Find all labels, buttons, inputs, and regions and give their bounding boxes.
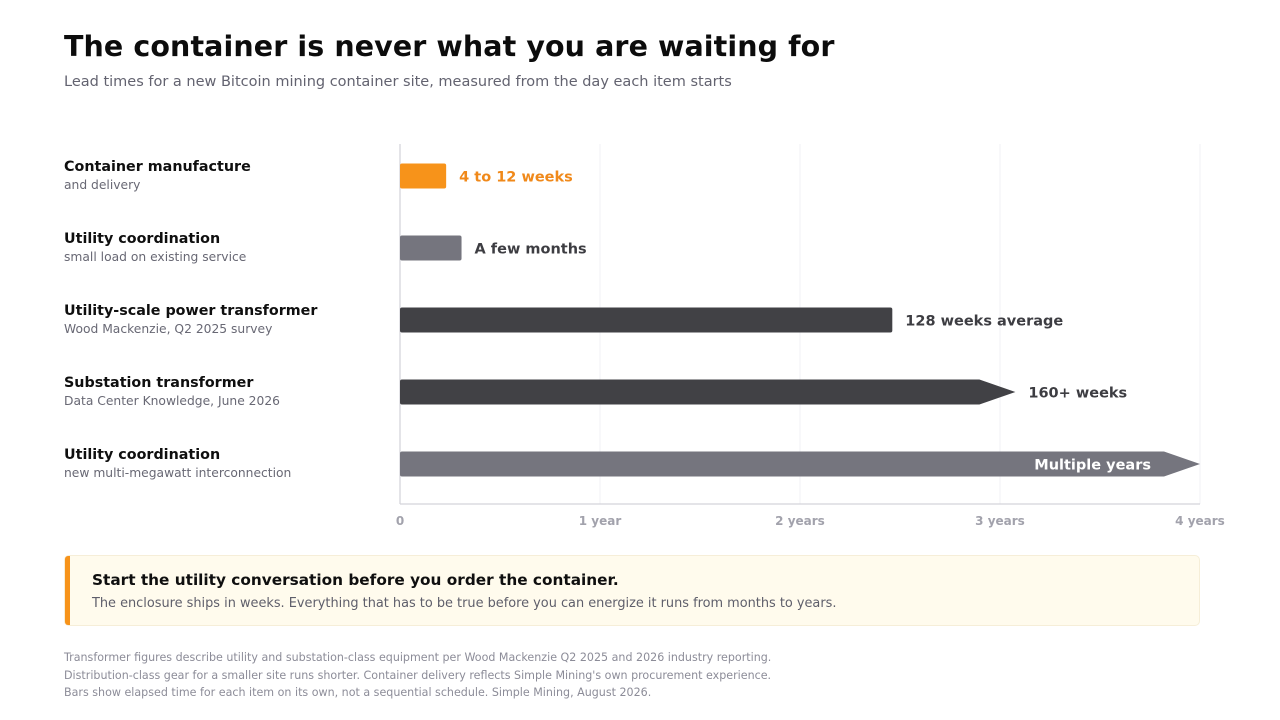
row-label-main: Utility coordination [64,231,221,247]
row-label-main: Container manufacture [64,159,251,175]
bar [400,451,1200,477]
bar [400,307,893,333]
row-label-utility-coordination-large: Utility coordination new multi-megawatt … [64,446,384,482]
x-tick-label: 3 years [975,514,1025,528]
page-title: The container is never what you are wait… [64,30,835,63]
footnote-line: Transformer figures describe utility and… [64,651,772,664]
bar [400,379,1016,405]
footnote-line: Bars show elapsed time for each item on … [64,686,652,699]
footnotes: Transformer figures describe utility and… [64,649,771,702]
callout-title: Start the utility conversation before yo… [92,571,619,589]
x-tick-label: 1 year [579,514,622,528]
bar-value-label: 4 to 12 weeks [459,170,573,186]
row-label-substation-transformer: Substation transformer Data Center Knowl… [64,374,384,410]
row-label-sub: Data Center Knowledge, June 2026 [64,394,280,408]
row-label-main: Utility-scale power transformer [64,303,318,319]
x-tick-label: 2 years [775,514,825,528]
x-tick-label: 0 [396,514,404,528]
lead-time-bar-chart: 0 1 year 2 years 3 years 4 years 4 to 12 week… [396,144,1225,528]
row-label-sub: Wood Mackenzie, Q2 2025 survey [64,322,273,336]
bar-value-label: A few months [475,242,587,258]
callout-box: Start the utility conversation before yo… [64,555,1200,626]
row-label-sub: small load on existing service [64,250,247,264]
footnote-line: Distribution-class gear for a smaller si… [64,668,772,682]
row-label-container-manufacture: Container manufacture and delivery [64,158,384,194]
bar-value-label: 128 weeks average [905,314,1063,330]
row-label-main: Substation transformer [64,375,254,391]
bar [400,163,447,189]
bar-value-label: Multiple years [1034,458,1151,474]
bar [400,235,462,261]
callout-accent-bar [65,556,70,625]
bar-value-label: 160+ weeks [1028,386,1127,402]
row-label-sub: new multi-megawatt interconnection [64,466,292,480]
x-tick-label: 4 years [1175,514,1225,528]
row-label-utility-coordination-small: Utility coordination small load on exist… [64,230,384,266]
row-label-power-transformer: Utility-scale power transformer Wood Mac… [64,302,384,338]
row-label-sub: and delivery [64,178,141,192]
callout-text: The enclosure ships in weeks. Everything… [92,596,837,611]
row-label-main: Utility coordination [64,447,221,463]
page-subtitle: Lead times for a new Bitcoin mining cont… [64,74,732,90]
